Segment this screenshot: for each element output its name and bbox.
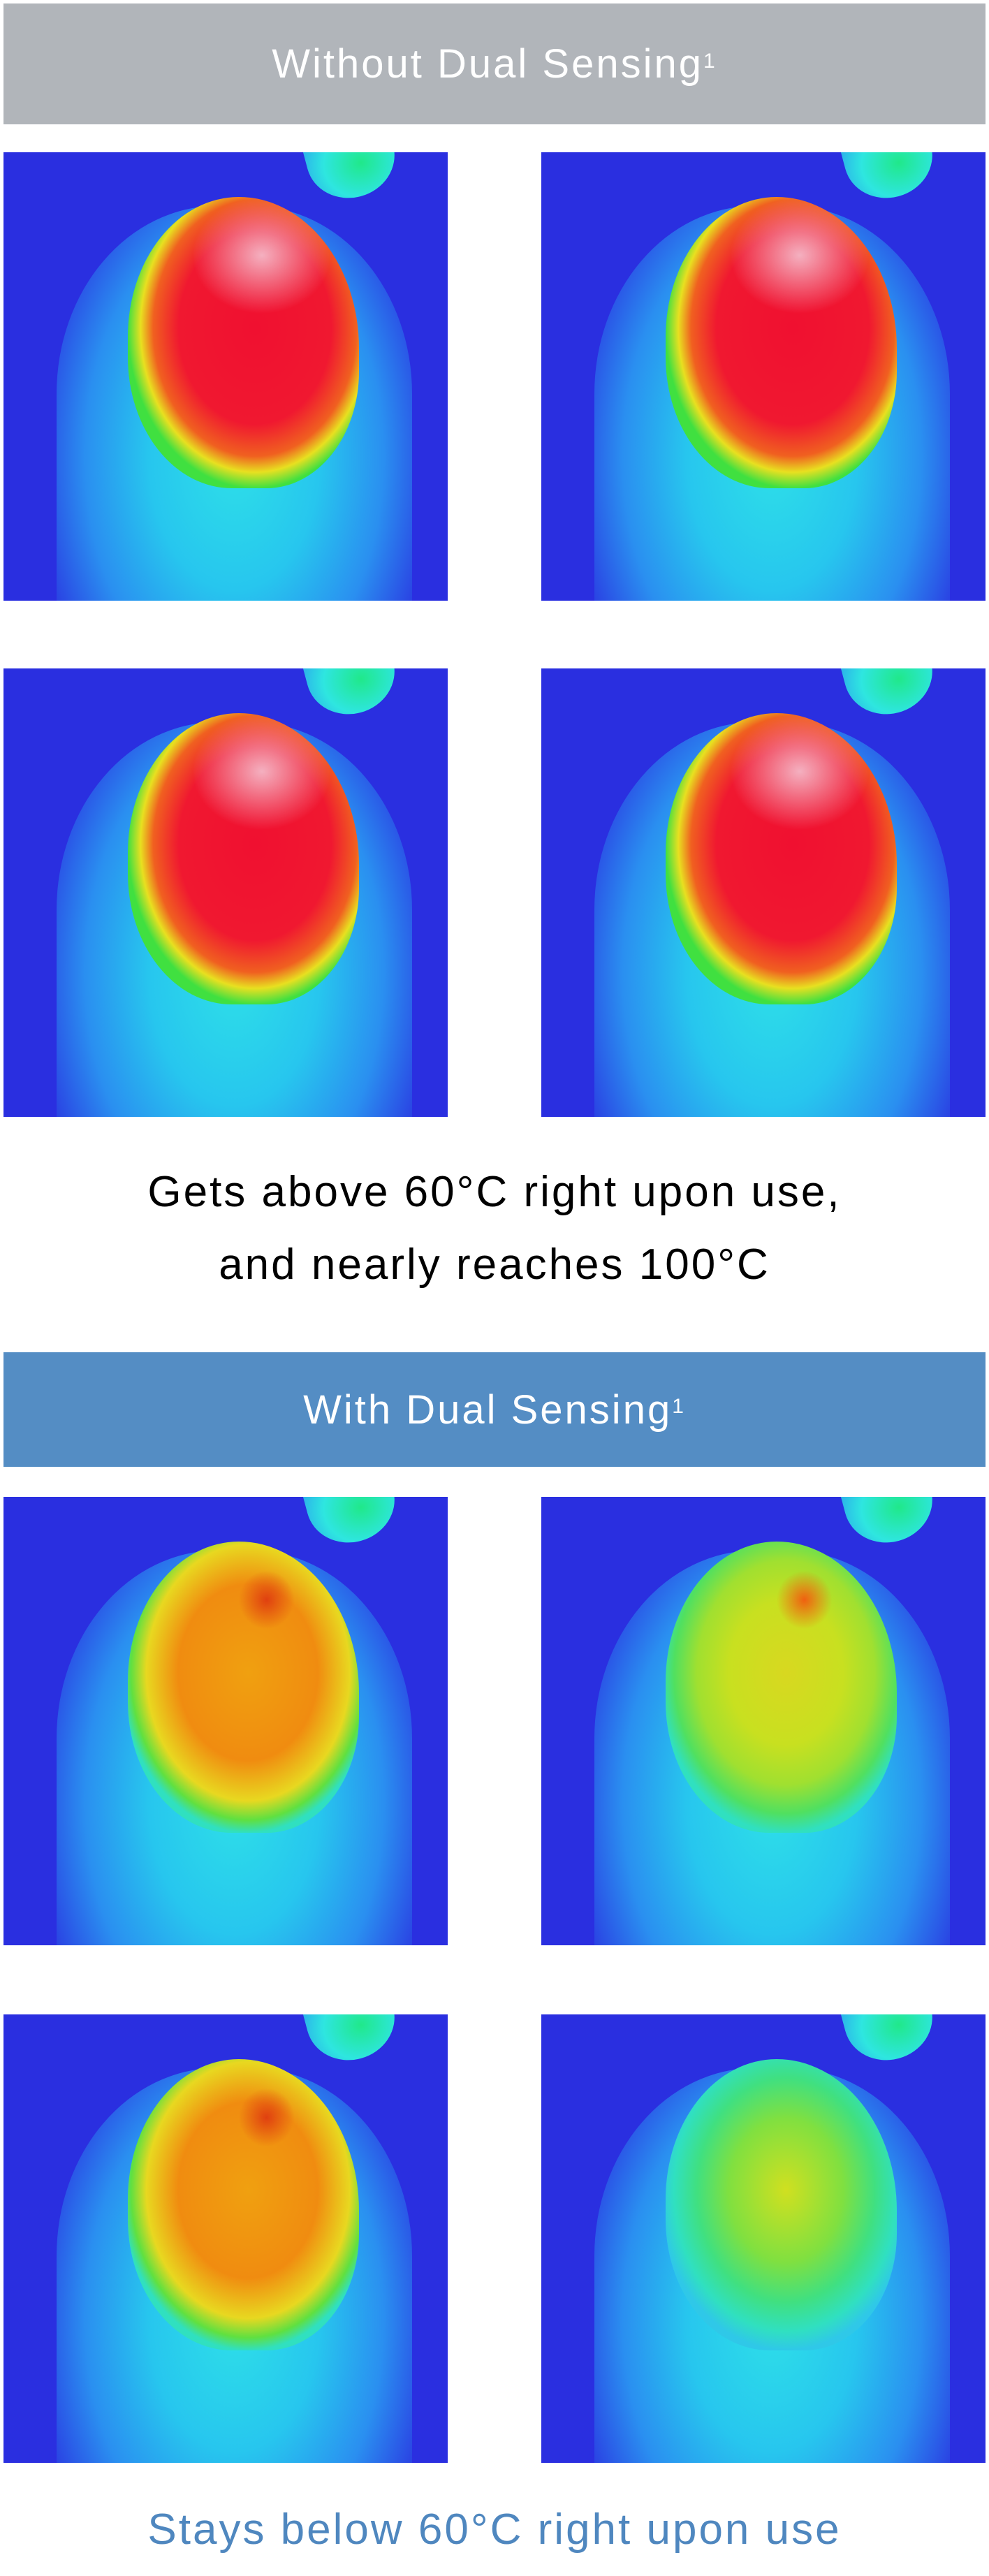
thermal-image-without-4 — [541, 668, 986, 1117]
thermal-image-without-2 — [541, 152, 986, 601]
thermal-image-without-3 — [3, 668, 448, 1117]
footnote-marker: 1 — [672, 1395, 686, 1418]
caption-line-2: and nearly reaches 100°C — [219, 1241, 770, 1289]
thermal-image-with-3 — [3, 2014, 448, 2463]
thermal-image-with-4 — [541, 2014, 986, 2463]
header-title: Without Dual Sensing — [272, 41, 704, 87]
without-dual-sensing-header: Without Dual Sensing 1 — [3, 3, 986, 124]
caption-line-1: Gets above 60°C right upon use, — [147, 1168, 842, 1216]
thermal-image-with-2 — [541, 1497, 986, 1945]
with-dual-sensing-header: With Dual Sensing 1 — [3, 1352, 986, 1467]
header-title: With Dual Sensing — [303, 1386, 673, 1433]
thermal-image-with-1 — [3, 1497, 448, 1945]
footnote-marker: 1 — [703, 49, 717, 73]
without-caption: Gets above 60°C right upon use, and near… — [0, 1156, 989, 1301]
thermal-image-without-1 — [3, 152, 448, 601]
with-caption: Stays below 60°C right upon use — [147, 2505, 842, 2554]
